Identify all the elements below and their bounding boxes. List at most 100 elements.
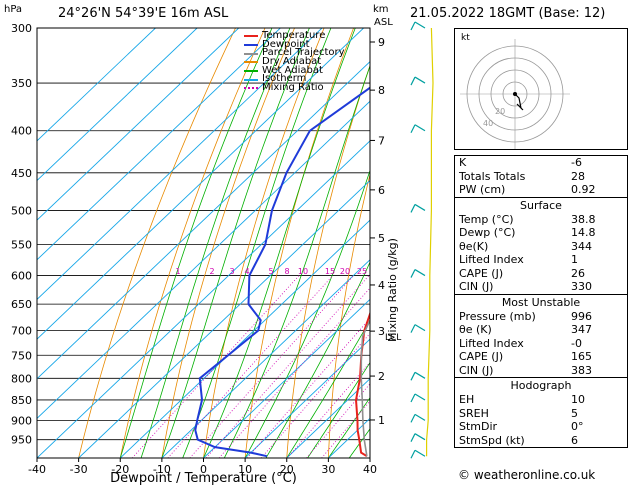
isotherm — [37, 60, 370, 380]
legend-item: Temperature — [244, 31, 345, 41]
wet-adiabat — [286, 319, 370, 458]
dry-adiabat — [119, 28, 266, 458]
x-tick-label: 30 — [321, 463, 335, 476]
wet-adiabat — [223, 64, 370, 458]
index-label: Lifted Index — [459, 253, 524, 266]
x-tick-label: 40 — [363, 463, 377, 476]
index-row: EH 10 — [455, 393, 627, 407]
hodograph-title: Hodograph — [510, 379, 572, 392]
wet-adiabat — [119, 28, 273, 458]
index-row: θe (K) 347 — [455, 323, 627, 337]
mixing-ratio-label: 5 — [268, 267, 273, 276]
isotherm — [37, 100, 370, 419]
index-value: 28 — [571, 169, 585, 183]
legend-label: Mixing Ratio — [262, 82, 324, 94]
wind-barb — [414, 413, 426, 421]
index-label: Lifted Index — [459, 336, 524, 350]
legend-item: Dry Adiabat — [244, 56, 345, 68]
pressure-unit-label: hPa — [4, 4, 23, 15]
legend-swatch — [244, 61, 258, 64]
index-value: 165 — [571, 350, 592, 363]
index-label: CAPE (J) — [459, 350, 504, 363]
legend-swatch — [244, 70, 258, 73]
wind-barb — [414, 324, 426, 332]
wind-barb — [414, 124, 426, 132]
index-label: CAPE (J) — [459, 266, 504, 280]
mixing-ratio-label: 3 — [229, 267, 234, 276]
index-row: PW (cm) 0.92 — [455, 183, 627, 197]
wet-adiabat — [161, 28, 310, 458]
mixing-ratio-label: 20 — [340, 267, 350, 276]
index-label: K — [459, 156, 467, 169]
index-label: SREH — [459, 406, 489, 420]
index-value: 10 — [571, 393, 585, 406]
surface-title: Surface — [520, 198, 562, 212]
mixing-ratio-line — [205, 275, 370, 458]
isotherm — [37, 28, 364, 340]
legend-label: Dewpoint — [262, 38, 310, 50]
index-value: 0.92 — [571, 183, 596, 196]
most-unstable-title: Most Unstable — [501, 295, 581, 309]
wind-barb — [414, 269, 426, 277]
km-tick-label: 2 — [378, 370, 385, 383]
legend-label: Dry Adiabat — [262, 56, 322, 68]
mixing-ratio-label: 4 — [244, 267, 249, 276]
pressure-tick-label: 850 — [11, 394, 32, 407]
location-title: 24°26'N 54°39'E 16m ASL — [58, 6, 229, 21]
wind-barb-flag — [410, 204, 416, 213]
plot-area — [37, 28, 370, 458]
km-tick-label: 5 — [378, 232, 385, 245]
mixing-ratio-line — [260, 332, 370, 458]
pressure-tick-label: 300 — [11, 22, 32, 35]
km-tick-label: 1 — [378, 414, 385, 427]
wind-barb — [414, 393, 426, 401]
index-value: 38.8 — [571, 212, 596, 226]
mixing-ratio-axis-label: Mixing Ratio (g/kg) — [386, 238, 399, 342]
most-unstable-section: Most Unstable Pressure (mb) 996 θe (K) 347 L… — [455, 293, 627, 378]
legend-swatch — [244, 78, 258, 81]
wind-barb-flag — [410, 21, 416, 31]
legend-label: Isotherm — [262, 73, 307, 85]
mixing-ratio-label: 15 — [325, 267, 335, 276]
wind-profile-line — [426, 27, 434, 457]
wind-barb-flag — [410, 324, 416, 333]
wind-barb — [414, 449, 426, 457]
wind-barb-flag — [410, 393, 416, 403]
wind-barb — [414, 433, 426, 441]
index-label: StmSpd (kt) — [459, 433, 525, 447]
series-temperature — [355, 310, 370, 458]
series-parcel-trajectory — [360, 318, 370, 457]
index-value: 5 — [571, 406, 578, 420]
index-label: Dewp (°C) — [459, 226, 516, 239]
dry-adiabat — [327, 172, 370, 458]
pressure-tick-label: 800 — [11, 372, 32, 385]
mixing-ratio-line — [246, 317, 370, 458]
wind-barb-flag — [410, 414, 416, 423]
index-label: Totals Totals — [459, 169, 526, 183]
index-row: Temp (°C) 38.8 — [455, 213, 627, 227]
mixing-ratio-label: 25 — [357, 267, 367, 276]
index-label: Pressure (mb) — [459, 309, 536, 323]
index-row: StmDir 0° — [455, 420, 627, 434]
wind-barb — [414, 21, 426, 29]
mixing-ratio-label: 1 — [175, 267, 180, 276]
isotherm — [161, 259, 370, 458]
legend-label: Wet Adiabat — [262, 64, 323, 76]
mixing-ratio-line — [286, 361, 370, 458]
x-tick-label: 10 — [238, 463, 252, 476]
x-tick-label: -20 — [111, 463, 129, 476]
index-label: Temp (°C) — [459, 212, 514, 226]
hodograph-trace — [514, 93, 524, 111]
index-row: CIN (J) 330 — [455, 280, 627, 294]
km-unit-label: km — [373, 4, 389, 15]
km-tick-label: 9 — [378, 36, 385, 49]
index-label: StmDir — [459, 420, 498, 433]
series-dewpoint — [194, 86, 370, 458]
legend-swatch — [244, 52, 258, 55]
index-value: 383 — [571, 363, 592, 377]
legend-item: Dewpoint — [244, 38, 345, 50]
pressure-tick-label: 400 — [11, 125, 32, 138]
wind-barb — [414, 371, 426, 379]
index-value: 6 — [571, 433, 578, 447]
